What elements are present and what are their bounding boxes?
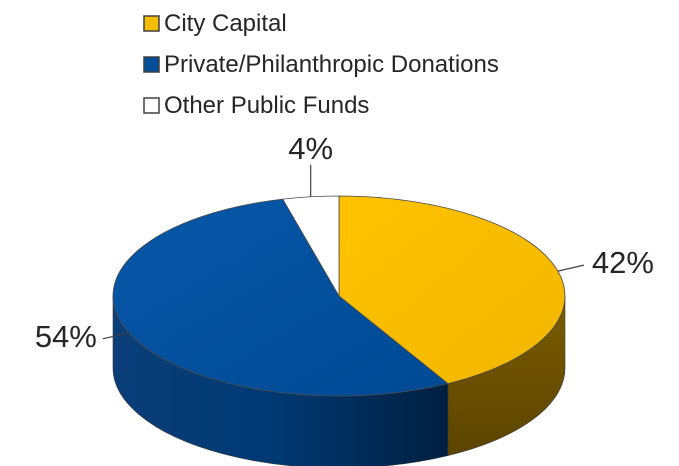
legend-swatch-city-capital bbox=[143, 15, 160, 32]
data-labels: 42% 54% 4% bbox=[35, 131, 654, 354]
pie-slice-other-public-funds bbox=[282, 195, 340, 297]
leader-line-private-philanthropic-donations bbox=[102, 332, 130, 340]
pie-body bbox=[112, 195, 566, 466]
data-label-group-other-public-funds: 4% bbox=[288, 131, 333, 197]
legend-label-city-capital: City Capital bbox=[164, 10, 287, 37]
data-label-city-capital: 42% bbox=[592, 245, 654, 280]
leader-line-city-capital bbox=[557, 264, 585, 272]
data-label-other-public-funds: 4% bbox=[288, 131, 333, 166]
pie-tops bbox=[112, 195, 566, 397]
legend-item-city-capital: City Capital bbox=[143, 10, 287, 37]
legend-label-private-philanthropic-donations: Private/Philanthropic Donations bbox=[164, 51, 499, 78]
legend-label-other-public-funds: Other Public Funds bbox=[164, 92, 369, 119]
legend-item-other-public-funds: Other Public Funds bbox=[143, 92, 369, 119]
data-label-group-private-philanthropic-donations: 54% bbox=[35, 319, 130, 354]
data-label-private-philanthropic-donations: 54% bbox=[35, 319, 97, 354]
legend-swatch-other-public-funds bbox=[143, 97, 160, 114]
data-label-group-city-capital: 42% bbox=[557, 245, 654, 280]
legend: City Capital Private/Philanthropic Donati… bbox=[143, 10, 499, 119]
legend-item-private-philanthropic-donations: Private/Philanthropic Donations bbox=[143, 51, 499, 78]
legend-swatch-private-philanthropic-donations bbox=[143, 56, 160, 73]
